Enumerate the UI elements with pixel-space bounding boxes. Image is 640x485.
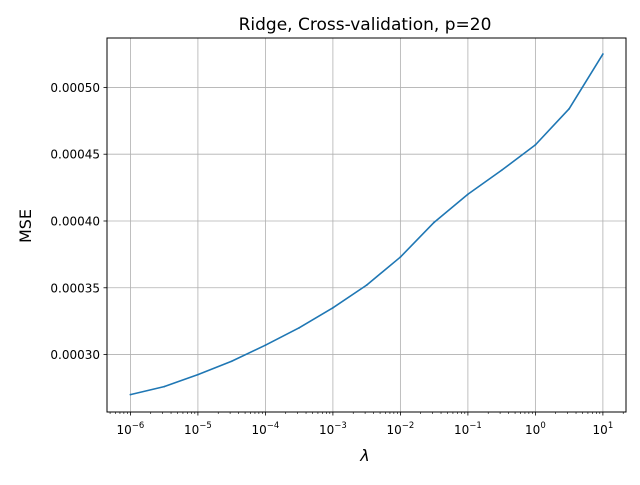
tick-labels: 10−6 10−5 10−4 10−3 10−2 10−1 100 101 0.00030 0.0…: [50, 81, 613, 437]
y-tick-label: 0.00045: [50, 148, 100, 162]
series-group: [129, 53, 604, 396]
data-point: [500, 169, 503, 172]
x-tick-label: 10−4: [251, 421, 279, 437]
data-point: [399, 256, 402, 258]
data-point: [331, 306, 334, 309]
plot-frame: [106, 37, 627, 413]
y-tick-label: 0.00030: [50, 348, 100, 362]
data-point: [230, 360, 233, 363]
data-point: [264, 344, 267, 347]
y-tick-label: 0.00050: [50, 81, 100, 95]
data-point: [365, 284, 368, 287]
axis-ticks: [103, 87, 604, 416]
data-point: [197, 373, 199, 376]
x-tick-label: 10−1: [454, 421, 482, 437]
x-tick-label: 100: [525, 421, 546, 437]
data-point: [129, 393, 132, 396]
x-tick-label: 10−5: [184, 421, 212, 437]
data-point: [568, 107, 571, 110]
y-tick-label: 0.00040: [50, 214, 100, 228]
x-tick-label: 101: [593, 421, 614, 437]
y-tick-label: 0.00035: [50, 281, 100, 295]
x-axis-label: λ: [359, 446, 369, 465]
y-axis-label: MSE: [16, 209, 35, 243]
x-tick-label: 10−6: [117, 421, 145, 437]
grid-lines: [107, 38, 626, 412]
data-point: [534, 143, 537, 146]
data-point: [466, 193, 469, 196]
x-tick-label: 10−3: [319, 421, 347, 437]
data-point: [163, 385, 166, 388]
data-point: [601, 53, 604, 55]
chart-title: Ridge, Cross-validation, p=20: [239, 15, 492, 35]
data-point: [433, 221, 436, 224]
data-point: [298, 326, 301, 329]
x-tick-label: 10−2: [386, 421, 414, 437]
